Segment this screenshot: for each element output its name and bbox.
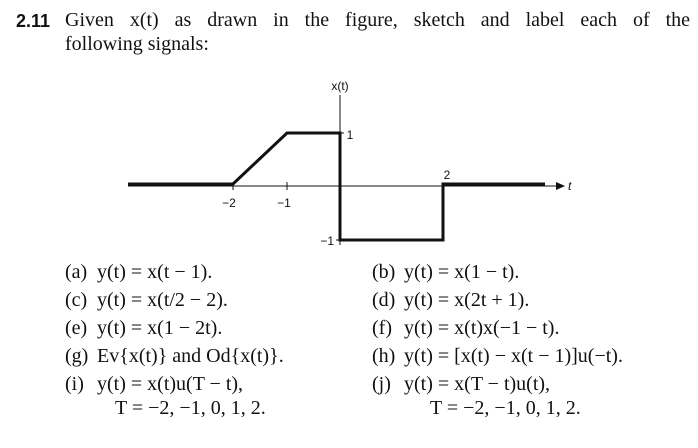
item-text: y(t) = x(T − t)u(t), [404, 373, 551, 395]
item-continuation: T = −2, −1, 0, 1, 2. [430, 397, 581, 419]
item-text: y(t) = x(t − 1). [97, 261, 213, 283]
problem-number: 2.11 [16, 11, 51, 31]
item-label: (g) [65, 345, 89, 367]
x-label: t [568, 179, 572, 193]
tick-label: −2 [222, 196, 236, 210]
item-label: (d) [372, 289, 396, 311]
item-label: (a) [65, 261, 88, 283]
axis-arrow [556, 182, 565, 190]
statement-line: following signals: [65, 33, 209, 55]
item-continuation: T = −2, −1, 0, 1, 2. [115, 397, 266, 419]
item-text: y(t) = x(t)x(−1 − t). [404, 317, 560, 339]
item-text: y(t) = x(2t + 1). [404, 289, 530, 311]
item-label: (f) [372, 317, 392, 339]
item-label: (e) [65, 317, 88, 339]
item-label: (i) [65, 373, 84, 395]
tick-label: −1 [277, 196, 291, 210]
item-label: (c) [65, 289, 88, 311]
item-label: (j) [372, 373, 391, 395]
tick-label: 2 [444, 168, 451, 182]
tick-label: 1 [347, 128, 354, 142]
tick-label: −1 [320, 234, 334, 248]
item-text: y(t) = x(t)u(T − t), [97, 373, 244, 395]
item-text: y(t) = x(t/2 − 2). [97, 289, 228, 311]
item-label: (h) [372, 345, 396, 367]
statement-line: Given x(t) as drawn in the figure, sketc… [65, 9, 690, 31]
item-text: Ev{x(t)} and Od{x(t)}. [97, 345, 284, 367]
item-text: y(t) = [x(t) − x(t − 1)]u(−t). [404, 345, 623, 367]
item-text: y(t) = x(1 − 2t). [97, 317, 223, 339]
y-label: x(t) [331, 79, 348, 93]
signal [128, 131, 545, 242]
item-text: y(t) = x(1 − t). [404, 261, 520, 283]
item-label: (b) [372, 261, 396, 283]
